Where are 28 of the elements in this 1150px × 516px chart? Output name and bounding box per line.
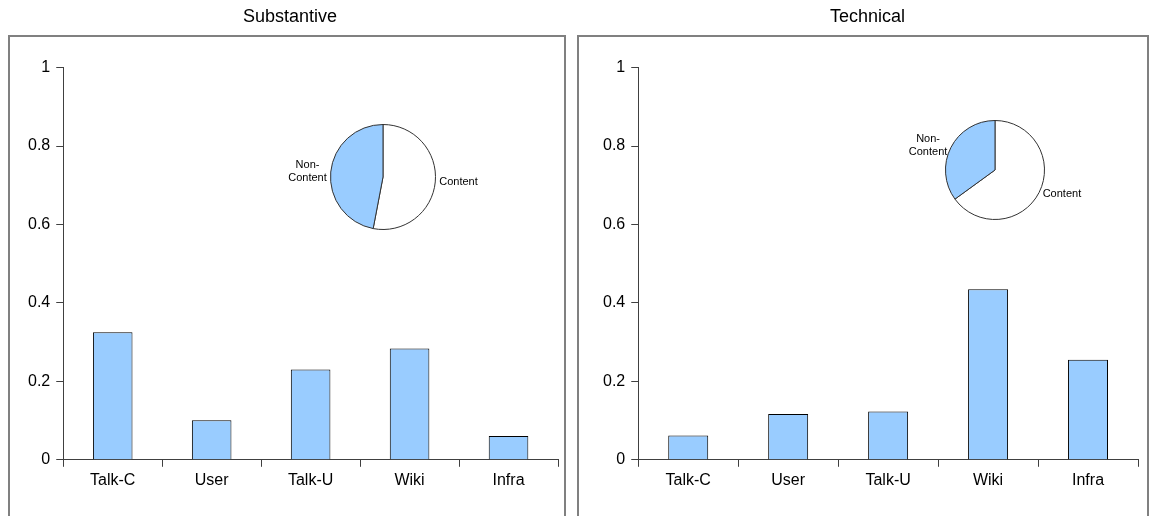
x-tick-label: Talk-U [287, 470, 334, 488]
slice-label: Content [439, 175, 478, 188]
slice-label: Content [1042, 187, 1082, 200]
y-tick-label: 0.2 [602, 371, 626, 389]
x-tick-label: Infra [1072, 470, 1105, 488]
y-tick-label: 0 [616, 450, 626, 468]
y-tick-label: 0.6 [602, 214, 626, 232]
chart-title: Technical [829, 5, 906, 26]
x-tick-label: Talk-C [665, 470, 711, 488]
x-tick-label: Infra [492, 470, 525, 488]
y-tick-label: 0.2 [27, 371, 51, 389]
x-tick-label: User [771, 470, 806, 488]
x-tick-label: Wiki [394, 470, 425, 488]
slice-label: Non-Content [908, 132, 948, 158]
x-tick-label: Talk-C [90, 470, 136, 488]
y-tick-label: 0.4 [602, 293, 626, 311]
slice-label: Non-Content [288, 158, 327, 184]
x-tick-label: User [194, 470, 230, 488]
y-tick-label: 0.4 [27, 293, 51, 311]
y-tick-label: 0.8 [602, 136, 626, 154]
y-tick-label: 1 [616, 58, 626, 76]
y-tick-label: 0 [41, 450, 51, 468]
x-tick-label: Wiki [972, 470, 1004, 488]
y-tick-label: 1 [41, 58, 51, 76]
chart-title: Substantive [242, 5, 338, 26]
y-tick-label: 0.6 [27, 214, 51, 232]
y-tick-label: 0.8 [27, 136, 51, 154]
x-tick-label: Talk-U [865, 470, 911, 488]
